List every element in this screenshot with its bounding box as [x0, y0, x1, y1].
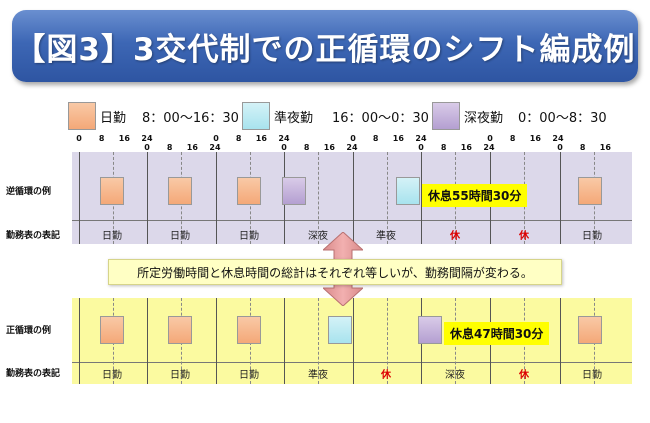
tick-label: 0 [350, 134, 356, 143]
reverse-row-label: 逆循環の例 [6, 187, 52, 197]
tick-label: 24 [141, 134, 153, 143]
tick-label: 24 [209, 143, 221, 152]
day-midline [387, 152, 388, 244]
page-title: 【図3】3交代制での正循環のシフト編成例 [14, 31, 636, 68]
forward-rest-callout: 休息47時間30分 [444, 322, 550, 345]
tick-label: 8 [509, 134, 516, 143]
tick-label: 0 [557, 143, 563, 152]
tick-label: 0 [144, 143, 150, 152]
tick-label: 24 [346, 143, 358, 152]
day-midline [318, 298, 319, 384]
reverse-schedule-cell: 日勤 [170, 231, 190, 242]
forward-schedule-cell: 休 [519, 370, 529, 381]
tick-label: 16 [186, 143, 198, 152]
day-divider [79, 152, 80, 244]
tick-label: 24 [415, 134, 427, 143]
forward-evening-shift [328, 316, 352, 344]
reverse-schedule-cell: 日勤 [582, 231, 602, 242]
day-divider [284, 298, 285, 384]
forward-schedule-cell: 休 [381, 370, 391, 381]
tick-label: 16 [255, 134, 267, 143]
tick-label: 8 [440, 143, 447, 152]
tick-label: 8 [166, 143, 173, 152]
forward-schedule-cell: 準夜 [308, 370, 328, 381]
reverse-rotation-band [72, 152, 632, 244]
day-midline [387, 298, 388, 384]
reverse-day-shift-2 [168, 177, 192, 205]
reverse-schedule-cell: 休 [519, 231, 529, 242]
tick-label: 0 [213, 134, 219, 143]
day-divider [216, 152, 217, 244]
legend-evening-time: 16：00〜0：30 [332, 111, 429, 126]
tick-label: 24 [552, 134, 564, 143]
day-shift-swatch [68, 102, 96, 130]
reverse-day-shift-4 [578, 177, 602, 205]
forward-day-shift-1 [100, 316, 124, 344]
reverse-schedule-cell: 日勤 [239, 231, 259, 242]
forward-schedule-cell: 日勤 [582, 370, 602, 381]
tick-label: 8 [372, 134, 379, 143]
tick-label: 16 [392, 134, 404, 143]
forward-row-label: 正循環の例 [6, 326, 52, 336]
tick-label: 8 [235, 134, 242, 143]
day-divider [147, 298, 148, 384]
day-divider [79, 298, 80, 384]
day-divider [353, 152, 354, 244]
tick-label: 0 [418, 143, 424, 152]
forward-row-divider [72, 362, 632, 363]
evening-shift-swatch [242, 102, 270, 130]
day-divider [560, 298, 561, 384]
tick-label: 16 [529, 134, 541, 143]
forward-schedule-cell: 日勤 [102, 370, 122, 381]
reverse-day-shift-3 [237, 177, 261, 205]
forward-schedule-label: 勤務表の表記 [6, 369, 61, 379]
tick-label: 8 [579, 143, 586, 152]
tick-label: 16 [118, 134, 130, 143]
tick-label: 24 [278, 134, 290, 143]
reverse-evening-shift [396, 177, 420, 205]
day-divider [147, 152, 148, 244]
title-banner: 【図3】3交代制での正循環のシフト編成例 [12, 10, 638, 82]
tick-label: 16 [323, 143, 335, 152]
legend: 日勤 8：00〜16：30 準夜勤 16：00〜0：30 深夜勤 0：00〜8：… [0, 100, 650, 130]
forward-day-shift-3 [237, 316, 261, 344]
forward-night-shift [418, 316, 442, 344]
tick-label: 0 [76, 134, 82, 143]
night-shift-swatch [432, 102, 460, 130]
reverse-day-shift-1 [100, 177, 124, 205]
note-text: 所定労働時間と休息時間の総計はそれぞれ等しいが、勤務間隔が変わる。 [137, 265, 533, 280]
reverse-schedule-cell: 休 [450, 231, 460, 242]
forward-schedule-cell: 深夜 [445, 370, 465, 381]
tick-label: 0 [281, 143, 287, 152]
forward-schedule-cell: 日勤 [170, 370, 190, 381]
legend-day-time: 8：00〜16：30 [142, 111, 239, 126]
tick-label: 0 [487, 134, 493, 143]
legend-evening-name: 準夜勤 [274, 111, 314, 126]
reverse-rest-callout: 休息55時間30分 [422, 184, 528, 207]
reverse-night-shift [282, 177, 306, 205]
reverse-schedule-cell: 準夜 [376, 231, 396, 242]
tick-label: 16 [599, 143, 611, 152]
tick-label: 8 [98, 134, 105, 143]
forward-schedule-cell: 日勤 [239, 370, 259, 381]
day-divider [353, 298, 354, 384]
day-divider [560, 152, 561, 244]
day-divider [421, 152, 422, 244]
tick-label: 16 [460, 143, 472, 152]
day-divider [216, 298, 217, 384]
reverse-schedule-cell: 日勤 [102, 231, 122, 242]
reverse-schedule-cell: 深夜 [308, 231, 328, 242]
reverse-row-divider [72, 220, 632, 221]
note-box: 所定労働時間と休息時間の総計はそれぞれ等しいが、勤務間隔が変わる。 [108, 259, 562, 285]
tick-label: 24 [483, 143, 495, 152]
legend-day-name: 日勤 [100, 111, 127, 126]
day-midline [318, 152, 319, 244]
legend-night-name: 深夜勤 [464, 111, 504, 126]
forward-day-shift-2 [168, 316, 192, 344]
forward-day-shift-4 [578, 316, 602, 344]
tick-label: 8 [303, 143, 310, 152]
reverse-schedule-label: 勤務表の表記 [6, 231, 61, 241]
legend-night-time: 0：00〜8：30 [518, 111, 607, 126]
